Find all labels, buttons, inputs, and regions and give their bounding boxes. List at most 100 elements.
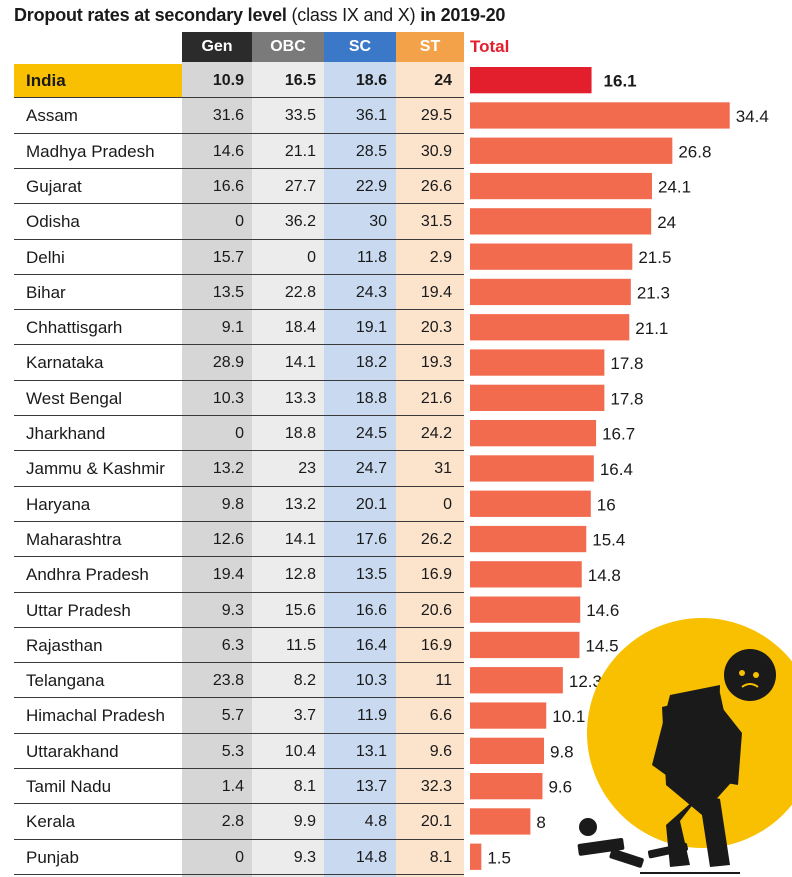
total-bar [470, 67, 592, 94]
st-value: 20.3 [420, 319, 452, 337]
st-value: 2.9 [429, 248, 452, 266]
obc-value: 13.2 [284, 495, 316, 513]
table-row: Tamil Nadu 1.4 8.1 13.7 32.3 [14, 769, 464, 804]
gen-value: 23.8 [212, 672, 244, 690]
total-label: 21.5 [638, 248, 671, 267]
state-name: Rajasthan [26, 635, 103, 655]
row-separator [14, 167, 464, 169]
state-name: Gujarat [26, 176, 82, 196]
state-name: Uttarakhand [26, 741, 119, 761]
table-row: Karnataka 28.9 14.1 18.2 19.3 [14, 345, 464, 380]
total-bar [470, 208, 652, 235]
state-name: Kerala [26, 812, 76, 832]
table-row: Telangana 23.8 8.2 10.3 11 [14, 663, 464, 698]
obc-value: 23 [298, 460, 316, 478]
row-separator [14, 415, 464, 416]
title-year: in 2019-20 [420, 5, 506, 25]
sc-value: 11.8 [357, 248, 387, 266]
total-label: 14.6 [586, 601, 619, 620]
state-name: West Bengal [26, 388, 123, 408]
total-label: 12.3 [569, 672, 602, 691]
state-name: India [26, 71, 66, 90]
gen-value: 13.5 [212, 283, 244, 301]
total-bar [470, 667, 563, 694]
sc-value: 20.1 [355, 495, 387, 513]
table-row: Gujarat 16.6 27.7 22.9 26.6 [14, 169, 464, 204]
obc-value: 14.1 [284, 354, 316, 372]
row-separator [14, 132, 464, 134]
obc-value: 16.5 [284, 72, 316, 89]
sc-value: 13.1 [355, 742, 387, 760]
obc-value: 8.2 [293, 672, 316, 690]
obc-value: 14.1 [284, 530, 316, 548]
obc-value: 3.7 [293, 707, 316, 725]
st-value: 29.5 [420, 107, 452, 125]
state-name: Jharkhand [26, 424, 106, 443]
header-total: Total [470, 37, 510, 56]
gen-value: 6.3 [221, 636, 244, 654]
table-row: Uttar Pradesh 9.3 15.6 16.6 20.6 [14, 593, 464, 628]
gen-column-bg [182, 62, 252, 877]
obc-value: 11.5 [286, 636, 316, 654]
total-bar [470, 278, 631, 306]
gen-value: 28.9 [212, 354, 244, 372]
obc-value: 15.6 [284, 601, 316, 619]
st-value: 9.6 [429, 742, 452, 760]
total-label: 9.6 [548, 778, 572, 797]
total-label: 24 [657, 213, 676, 232]
state-name: Himachal Pradesh [26, 706, 165, 726]
gen-value: 15.7 [212, 248, 244, 266]
total-label: 17.8 [610, 354, 643, 373]
gen-value: 9.1 [221, 319, 244, 337]
sc-value: 16.4 [355, 636, 387, 654]
total-bar [470, 525, 587, 553]
gen-value: 10.3 [212, 389, 244, 407]
gen-value: 31.6 [212, 107, 244, 125]
row-separator [14, 768, 464, 769]
row-separator [14, 450, 464, 452]
sc-value: 16.6 [355, 601, 387, 619]
total-bar [470, 490, 591, 517]
total-bar [470, 808, 531, 835]
st-value: 16.9 [420, 636, 452, 654]
st-value: 21.6 [420, 389, 452, 407]
row-separator [14, 662, 464, 664]
header-gen: Gen [182, 32, 252, 62]
total-bar [470, 314, 630, 341]
table-row: Jammu & Kashmir 13.2 23 24.7 31 [14, 451, 464, 486]
obc-value: 18.8 [284, 425, 316, 442]
total-label: 15.4 [592, 531, 625, 550]
title-bold: Dropout rates at secondary level [14, 5, 287, 25]
student-dropping-books-icon [577, 618, 792, 874]
obc-value: 33.5 [284, 107, 316, 125]
obc-value: 22.8 [284, 283, 316, 301]
header-obc: OBC [252, 32, 324, 62]
table-row: Madhya Pradesh 14.6 21.1 28.5 30.9 [14, 134, 464, 169]
state-name: Madhya Pradesh [26, 141, 155, 161]
total-label: 21.3 [637, 283, 670, 302]
total-bar [470, 737, 544, 764]
state-name: Karnataka [26, 353, 104, 373]
total-label: 14.5 [585, 636, 618, 655]
row-separator [14, 591, 464, 593]
obc-value: 36.2 [284, 213, 316, 231]
sc-value: 19.1 [355, 319, 387, 337]
header-st: ST [396, 32, 464, 62]
obc-value: 18.4 [284, 319, 316, 337]
row-separator [14, 556, 464, 558]
obc-value: 8.1 [293, 778, 316, 795]
obc-value: 9.3 [293, 848, 316, 866]
st-value: 19.3 [420, 354, 452, 372]
table-row: Uttarakhand 5.3 10.4 13.1 9.6 [14, 734, 464, 769]
state-name: Andhra Pradesh [26, 565, 149, 585]
gen-value: 10.9 [212, 72, 244, 89]
st-value: 0 [443, 495, 452, 513]
st-value: 11 [435, 672, 452, 690]
total-bar [470, 349, 605, 376]
st-value: 19.4 [420, 283, 452, 301]
header-sc: SC [324, 32, 396, 62]
total-bar [470, 137, 673, 164]
row-separator [14, 732, 464, 734]
total-label: 34.4 [736, 107, 769, 126]
gen-value: 12.6 [212, 530, 244, 548]
